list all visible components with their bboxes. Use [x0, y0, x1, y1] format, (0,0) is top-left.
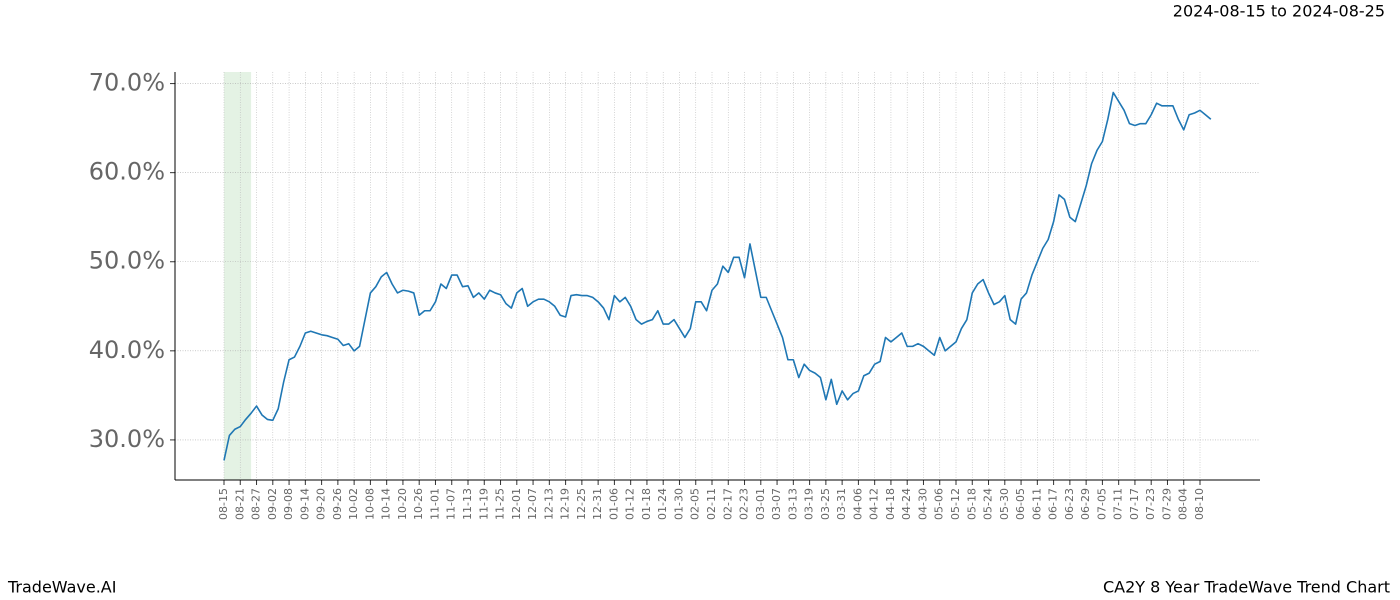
x-tick-label: 01-06	[607, 488, 620, 520]
x-tick-label: 10-26	[412, 488, 425, 520]
x-tick-label: 02-17	[721, 488, 734, 520]
x-tick-label: 06-17	[1047, 488, 1060, 520]
x-tick-label: 09-26	[331, 488, 344, 520]
x-tick-label: 03-19	[803, 488, 816, 520]
x-tick-label: 07-29	[1160, 488, 1173, 520]
x-tick-label: 08-21	[233, 488, 246, 520]
x-tick-label: 04-24	[900, 488, 913, 520]
x-tick-label: 05-06	[933, 488, 946, 520]
x-tick-label: 08-27	[250, 488, 263, 520]
x-tick-label: 09-20	[315, 488, 328, 520]
x-tick-label: 08-15	[217, 488, 230, 520]
x-tick-label: 10-20	[396, 488, 409, 520]
x-tick-label: 08-10	[1193, 488, 1206, 520]
x-tick-label: 12-25	[575, 488, 588, 520]
x-tick-label: 10-02	[347, 488, 360, 520]
x-tick-label: 07-05	[1095, 488, 1108, 520]
x-tick-label: 06-05	[1014, 488, 1027, 520]
x-tick-label: 08-04	[1177, 488, 1190, 520]
x-tick-label: 07-23	[1144, 488, 1157, 520]
x-tick-label: 07-17	[1128, 488, 1141, 520]
x-tick-label: 11-13	[461, 488, 474, 520]
x-tick-label: 07-11	[1112, 488, 1125, 520]
x-tick-label: 06-23	[1063, 488, 1076, 520]
x-tick-label: 12-07	[526, 488, 539, 520]
trend-line	[223, 91, 1212, 461]
x-tick-label: 11-25	[494, 488, 507, 520]
highlight-band	[224, 72, 252, 480]
x-tick-label: 03-01	[754, 488, 767, 520]
x-tick-label: 09-14	[298, 488, 311, 520]
x-tick-label: 04-12	[868, 488, 881, 520]
y-tick-label: 30.0%	[89, 425, 165, 453]
x-tick-label: 11-19	[477, 488, 490, 520]
y-tick-label: 50.0%	[89, 247, 165, 275]
x-tick-label: 05-24	[982, 488, 995, 520]
x-tick-label: 09-08	[282, 488, 295, 520]
y-tick-label: 40.0%	[89, 336, 165, 364]
x-tick-label: 01-30	[672, 488, 685, 520]
x-tick-label: 12-13	[542, 488, 555, 520]
x-tick-label: 02-05	[689, 488, 702, 520]
x-tick-label: 12-01	[510, 488, 523, 520]
x-tick-label: 06-11	[1030, 488, 1043, 520]
x-tick-label: 03-31	[835, 488, 848, 520]
x-tick-label: 05-18	[965, 488, 978, 520]
x-tick-label: 12-19	[559, 488, 572, 520]
x-tick-label: 03-25	[819, 488, 832, 520]
x-tick-label: 11-01	[428, 488, 441, 520]
x-tick-label: 01-24	[656, 488, 669, 520]
x-tick-label: 09-02	[266, 488, 279, 520]
date-range: 2024-08-15 to 2024-08-25	[1173, 2, 1385, 21]
y-tick-label: 70.0%	[89, 69, 165, 97]
x-tick-label: 02-23	[738, 488, 751, 520]
x-tick-label: 10-14	[380, 488, 393, 520]
x-tick-label: 06-29	[1079, 488, 1092, 520]
x-tick-label: 10-08	[363, 488, 376, 520]
x-tick-label: 04-18	[884, 488, 897, 520]
chart-title: CA2Y 8 Year TradeWave Trend Chart	[1103, 578, 1390, 597]
x-tick-label: 03-13	[786, 488, 799, 520]
x-tick-label: 12-31	[591, 488, 604, 520]
x-tick-label: 02-11	[705, 488, 718, 520]
x-tick-label: 03-07	[770, 488, 783, 520]
x-tick-label: 11-07	[445, 488, 458, 520]
x-tick-label: 05-12	[949, 488, 962, 520]
brand: TradeWave.AI	[7, 578, 116, 597]
x-tick-label: 05-30	[998, 488, 1011, 520]
x-tick-label: 01-12	[624, 488, 637, 520]
x-tick-label: 04-06	[851, 488, 864, 520]
y-tick-label: 60.0%	[89, 158, 165, 186]
x-tick-label: 01-18	[640, 488, 653, 520]
x-tick-label: 04-30	[916, 488, 929, 520]
